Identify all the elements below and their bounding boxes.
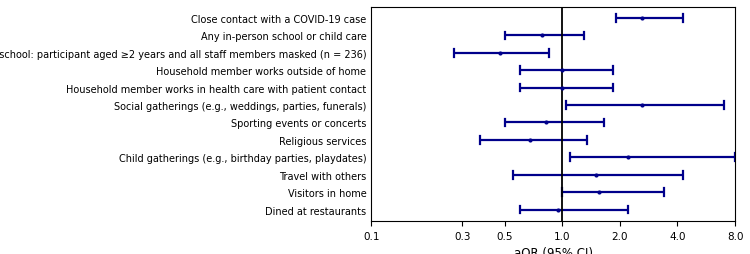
X-axis label: aOR (95% CI): aOR (95% CI) xyxy=(514,246,592,254)
